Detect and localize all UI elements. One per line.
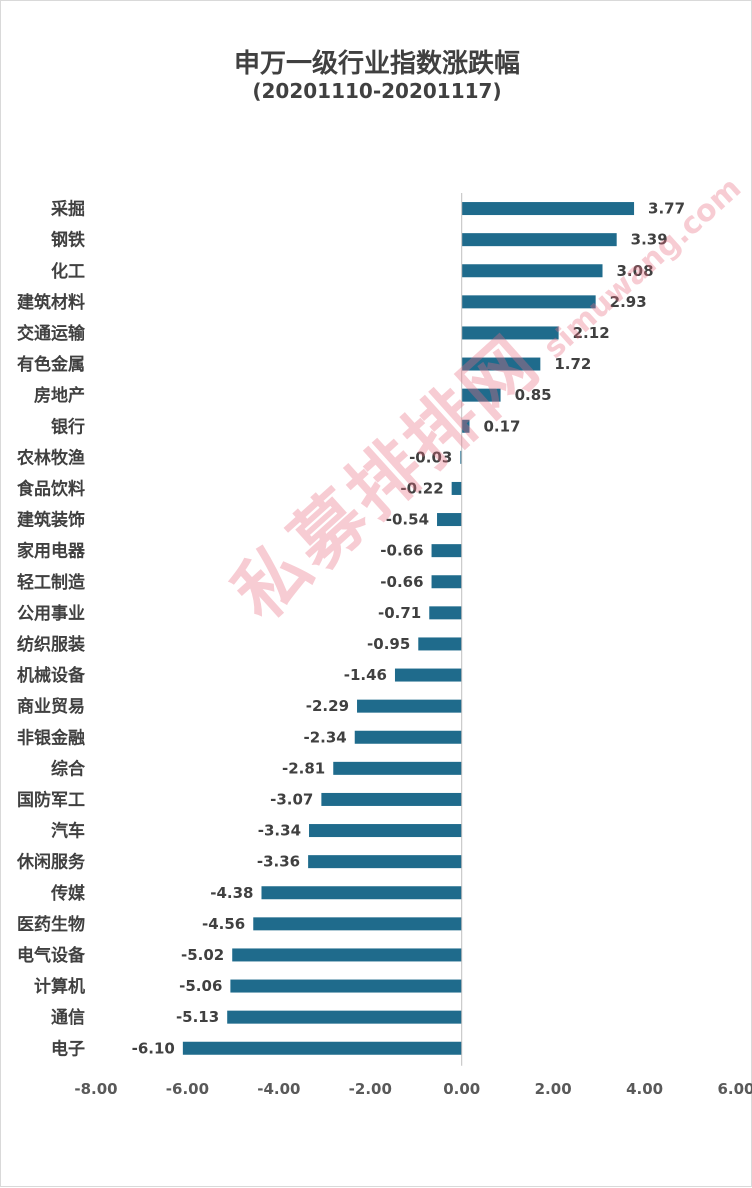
category-label: 银行 bbox=[51, 416, 85, 437]
data-label: -4.56 bbox=[202, 915, 245, 933]
category-label: 机械设备 bbox=[17, 665, 86, 686]
category-label: 综合 bbox=[51, 758, 86, 779]
category-label: 建筑装饰 bbox=[17, 510, 85, 531]
category-label: 休闲服务 bbox=[16, 852, 86, 873]
bar bbox=[461, 357, 541, 371]
data-label: 0.85 bbox=[515, 386, 552, 404]
data-label: -0.71 bbox=[378, 604, 421, 622]
bar bbox=[321, 792, 462, 806]
x-tick-label: -4.00 bbox=[257, 1080, 300, 1098]
bar bbox=[230, 979, 462, 993]
data-label: -2.34 bbox=[303, 728, 346, 746]
data-label: -3.34 bbox=[258, 822, 301, 840]
bar bbox=[333, 761, 462, 775]
category-label: 采掘 bbox=[50, 199, 85, 220]
bar bbox=[431, 544, 462, 558]
category-label: 家用电器 bbox=[17, 541, 86, 562]
bar bbox=[451, 481, 462, 495]
data-label: -2.81 bbox=[282, 759, 325, 777]
category-label: 钢铁 bbox=[51, 230, 85, 251]
data-label: -0.95 bbox=[367, 635, 410, 653]
category-label: 有色金属 bbox=[17, 354, 85, 375]
category-label: 医药生物 bbox=[17, 914, 85, 935]
bar bbox=[182, 1041, 462, 1055]
category-label: 农林牧渔 bbox=[16, 447, 85, 468]
x-tick-label: 6.00 bbox=[717, 1080, 752, 1098]
data-label: -5.06 bbox=[179, 977, 222, 995]
bar bbox=[227, 1010, 462, 1024]
data-label: -0.66 bbox=[380, 542, 423, 560]
data-label: 3.39 bbox=[631, 231, 668, 249]
category-label: 国防军工 bbox=[17, 789, 85, 810]
bar bbox=[461, 202, 635, 216]
bar bbox=[309, 824, 462, 838]
bar bbox=[460, 450, 462, 464]
x-tick-label: 0.00 bbox=[443, 1080, 480, 1098]
data-label: -1.46 bbox=[344, 666, 387, 684]
data-label: -4.38 bbox=[210, 884, 253, 902]
category-label: 汽车 bbox=[51, 821, 85, 842]
data-label: 1.72 bbox=[554, 355, 591, 373]
x-tick-label: -2.00 bbox=[349, 1080, 392, 1098]
data-label: 0.17 bbox=[483, 417, 520, 435]
bar bbox=[431, 575, 462, 589]
bar bbox=[461, 419, 470, 433]
bar bbox=[357, 699, 462, 713]
chart-subtitle: (20201110-20201117) bbox=[252, 79, 502, 103]
data-label: -0.66 bbox=[380, 573, 423, 591]
bar bbox=[232, 948, 462, 962]
bar bbox=[437, 513, 462, 527]
bar bbox=[418, 637, 462, 651]
category-label: 电子 bbox=[51, 1038, 85, 1059]
data-label: 2.12 bbox=[573, 324, 610, 342]
category-label: 电气设备 bbox=[17, 945, 86, 966]
category-label: 食品饮料 bbox=[17, 478, 85, 499]
data-label: -2.29 bbox=[306, 697, 349, 715]
category-label: 通信 bbox=[51, 1007, 85, 1028]
data-label: 3.77 bbox=[648, 200, 685, 218]
bar bbox=[461, 388, 501, 402]
bar bbox=[394, 668, 462, 682]
data-label: -0.22 bbox=[400, 479, 443, 497]
category-label: 轻工制造 bbox=[17, 572, 86, 593]
chart-title: 申万一级行业指数涨跌幅 bbox=[233, 49, 520, 79]
data-label: -5.13 bbox=[176, 1008, 219, 1026]
x-tick-label: -6.00 bbox=[166, 1080, 209, 1098]
category-label: 传媒 bbox=[50, 883, 86, 904]
category-label: 化工 bbox=[51, 261, 85, 282]
bar bbox=[461, 295, 596, 309]
category-label: 交通运输 bbox=[17, 323, 86, 344]
bar bbox=[429, 606, 462, 620]
data-label: 2.93 bbox=[610, 293, 647, 311]
data-label: 3.08 bbox=[617, 262, 654, 280]
bar bbox=[461, 326, 559, 340]
category-label: 商业贸易 bbox=[17, 696, 85, 717]
bar bbox=[261, 886, 462, 900]
x-tick-label: 4.00 bbox=[626, 1080, 663, 1098]
category-label: 非银金融 bbox=[17, 727, 85, 748]
bar bbox=[461, 264, 603, 278]
x-tick-label: 2.00 bbox=[535, 1080, 572, 1098]
category-label: 建筑材料 bbox=[17, 292, 85, 313]
data-label: -0.03 bbox=[409, 448, 452, 466]
bar bbox=[461, 233, 617, 247]
category-label: 纺织服装 bbox=[17, 634, 85, 655]
category-label: 计算机 bbox=[34, 976, 85, 997]
bar bbox=[354, 730, 462, 744]
data-label: -5.02 bbox=[181, 946, 224, 964]
data-label: -3.36 bbox=[257, 853, 300, 871]
bar bbox=[253, 917, 462, 931]
data-label: -6.10 bbox=[132, 1039, 175, 1057]
category-label: 房地产 bbox=[34, 385, 85, 406]
x-tick-label: -8.00 bbox=[74, 1080, 117, 1098]
data-label: -3.07 bbox=[270, 790, 313, 808]
data-label: -0.54 bbox=[386, 511, 429, 529]
bar bbox=[308, 855, 462, 869]
category-label: 公用事业 bbox=[17, 604, 85, 624]
